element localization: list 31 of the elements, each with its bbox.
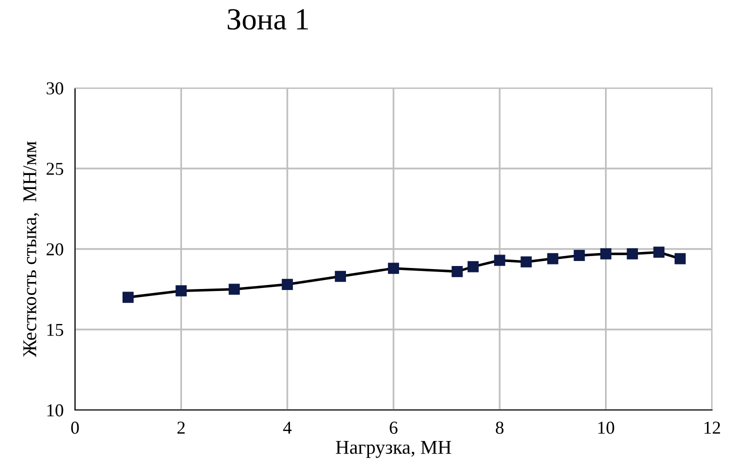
y-tick-label: 25: [46, 162, 64, 175]
chart-title: Зона 1: [228, 9, 308, 30]
y-tick-label: 15: [47, 324, 64, 336]
point: [176, 285, 187, 296]
point: [674, 253, 686, 264]
x-tick-label: 4: [283, 422, 292, 434]
point: [122, 292, 134, 303]
point: [468, 261, 479, 272]
point: [600, 248, 612, 260]
point: [547, 253, 558, 264]
point: [388, 262, 400, 274]
x-tick-label: 10: [598, 422, 614, 434]
x-tick-label: 12: [704, 422, 720, 434]
point: [334, 270, 346, 282]
x-tick-label: 0: [71, 422, 79, 434]
point: [228, 284, 240, 295]
point: [494, 254, 506, 266]
point: [282, 278, 293, 290]
y-axis-title: Жесткость стыка, МН/мм: [23, 141, 40, 358]
x-axis-title: Нагрузка, МН: [336, 440, 452, 458]
point: [452, 266, 463, 278]
point: [520, 256, 532, 268]
y-tick-label: 30: [46, 82, 64, 94]
x-tick-label: 6: [390, 422, 398, 434]
y-tick-label: 10: [47, 404, 64, 416]
point: [574, 250, 585, 261]
point: [653, 246, 664, 258]
point: [626, 248, 638, 260]
x-tick-label: 2: [177, 422, 185, 434]
y-tick-label: 20: [46, 243, 64, 256]
x-tick-label: 8: [496, 422, 504, 434]
